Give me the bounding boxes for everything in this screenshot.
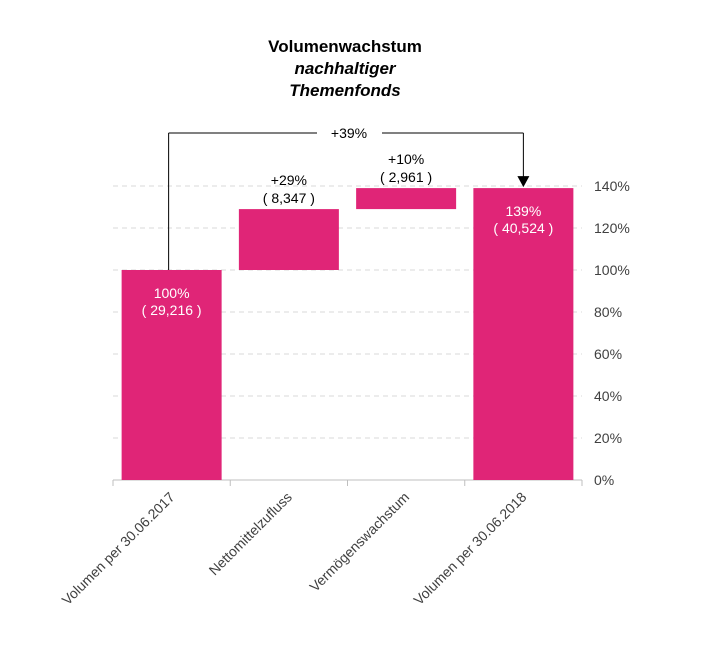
- x-category-label: Nettomittelzufluss: [206, 489, 295, 578]
- x-category-label: Volumen per 30.06.2017: [59, 489, 178, 608]
- y-tick-label: 40%: [594, 388, 622, 404]
- bar-value-label: 139%: [505, 203, 541, 219]
- bar-absolute-label: ( 40,524 ): [493, 220, 553, 236]
- x-category-label: Vermögenswachstum: [306, 489, 412, 595]
- bridge-label: +39%: [331, 125, 367, 141]
- y-tick-label: 100%: [594, 262, 630, 278]
- y-tick-label: 60%: [594, 346, 622, 362]
- chart-title: Volumenwachstum nachhaltiger Themenfonds: [200, 36, 490, 102]
- y-tick-label: 20%: [594, 430, 622, 446]
- bar-value-label: +29%: [271, 172, 307, 188]
- delta-bar: [356, 188, 457, 210]
- total-bar: [121, 270, 222, 480]
- x-category-label: Volumen per 30.06.2018: [410, 489, 529, 608]
- y-tick-label: 120%: [594, 220, 630, 236]
- bar-value-label: +10%: [388, 151, 424, 167]
- chart-title-line-3: Themenfonds: [289, 81, 401, 100]
- chart-title-line-1: Volumenwachstum: [268, 37, 422, 56]
- chart-title-line-2: nachhaltiger: [294, 59, 396, 78]
- y-tick-label: 80%: [594, 304, 622, 320]
- total-bar: [473, 188, 574, 480]
- bar-absolute-label: ( 29,216 ): [142, 302, 202, 318]
- bar-absolute-label: ( 2,961 ): [380, 169, 432, 185]
- delta-bar: [238, 209, 339, 270]
- bridge-arrowhead: [517, 176, 530, 188]
- bar-absolute-label: ( 8,347 ): [263, 190, 315, 206]
- y-tick-label: 140%: [594, 178, 630, 194]
- bar-value-label: 100%: [154, 285, 190, 301]
- y-tick-label: 0%: [594, 472, 614, 488]
